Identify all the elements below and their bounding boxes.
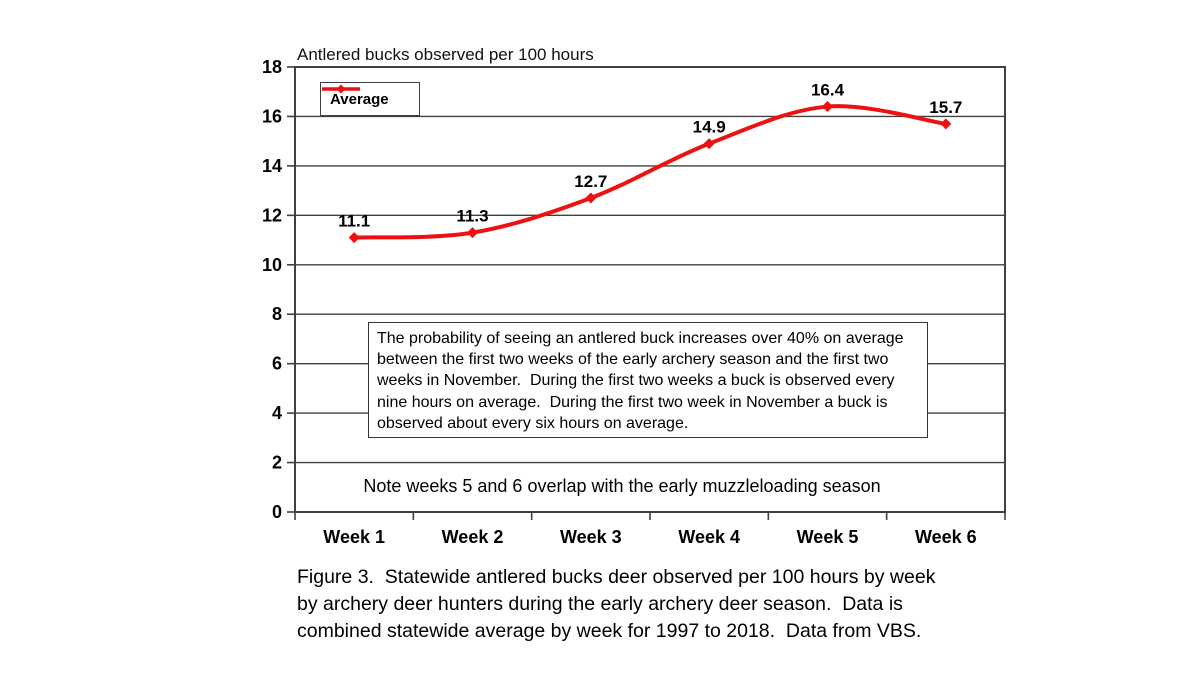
y-tick-label: 12 [262,205,282,225]
y-tick-label: 10 [262,255,282,275]
chart-svg: 0 2 4 6 8 10 12 14 16 18 Week 1 Week 2 Week 3 Week 4 W… [262,57,1006,547]
x-category-label: Week 6 [915,527,977,547]
data-point-label: 12.7 [574,172,607,191]
x-category-label: Week 2 [442,527,504,547]
data-point-marker [348,232,360,244]
y-tick-label: 14 [262,156,282,176]
data-point-marker [822,101,833,113]
data-point-label: 11.1 [338,212,370,231]
figure-caption: Figure 3. Statewide antlered bucks deer … [297,566,936,642]
legend-line-marker-icon [322,84,360,94]
y-tick-label: 2 [272,453,282,473]
data-point-marker [585,192,597,204]
y-tick-label: 6 [272,354,282,374]
legend-label: Average [330,90,389,108]
data-point-label: 15.7 [929,98,962,117]
series-line [352,104,948,240]
legend: Average [320,82,420,116]
chart-title: Antlered bucks observed per 100 hours [297,45,594,64]
plot-border [294,66,1006,513]
plot-area: 0 2 4 6 8 10 12 14 16 18 Week 1 Week 2 Week 3 Week 4 W… [262,57,1006,547]
y-tick-label: 8 [272,304,282,324]
y-tick-label: 0 [272,502,282,522]
y-tick-label: 4 [272,403,282,423]
x-category-label: Week 3 [560,527,622,547]
data-point-label: 11.3 [456,207,488,226]
x-category-label: Week 5 [797,527,859,547]
y-tick-label: 16 [262,106,282,126]
annotation-box: The probability of seeing an antlered bu… [368,322,928,438]
data-point-marker [467,227,478,239]
note-text: Note weeks 5 and 6 overlap with the earl… [363,476,881,496]
legend-diamond-marker [336,84,346,94]
x-category-label: Week 4 [678,527,740,547]
data-point-marker [940,118,952,130]
y-tick-label: 18 [262,57,282,77]
data-point-label: 16.4 [811,81,845,100]
x-category-label: Week 1 [323,527,385,547]
data-point-label: 14.9 [693,118,726,137]
data-point-marker [703,138,715,150]
